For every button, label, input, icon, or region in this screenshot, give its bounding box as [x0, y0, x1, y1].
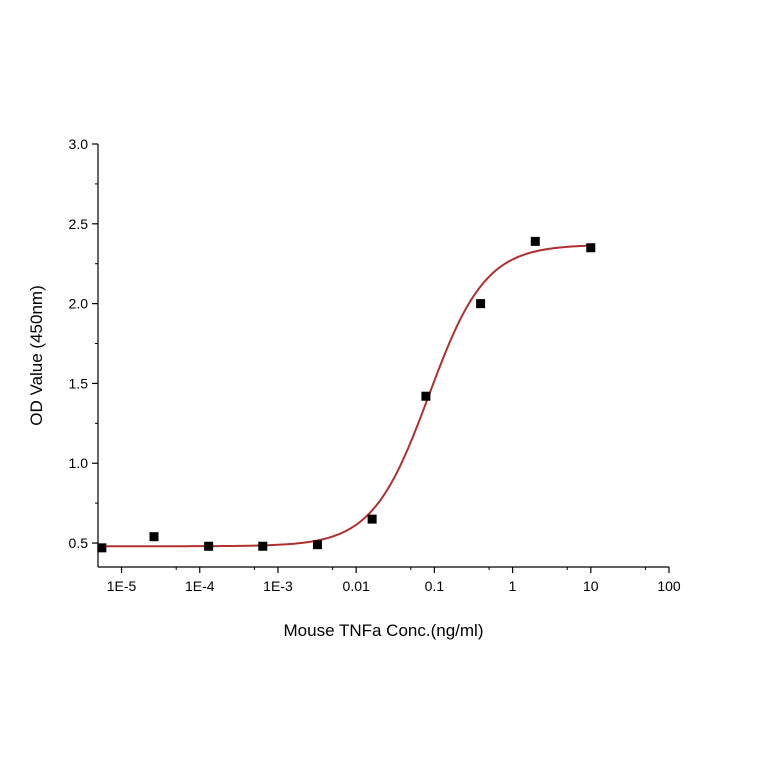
axes-layer	[97, 144, 669, 568]
data-point	[204, 541, 214, 551]
x-tick-label: 1E-5	[107, 578, 137, 594]
x-tick-label: 1	[509, 578, 517, 594]
x-tick-label: 0.1	[425, 578, 445, 594]
y-tick-label: 1.0	[69, 455, 89, 471]
data-point	[586, 243, 596, 253]
data-point	[530, 236, 540, 246]
data-point	[149, 532, 159, 542]
y-tick-label: 0.5	[69, 535, 89, 551]
data-point	[97, 543, 107, 553]
y-tick-label: 2.0	[69, 296, 89, 312]
x-tick-label: 10	[583, 578, 599, 594]
x-tick-label: 100	[657, 578, 681, 594]
data-point	[476, 299, 486, 309]
ticks-layer: 0.5 1.0 1.5 2.0 2.5 3.0 1E-5 1E-4 1E-3 0.01 0.1 1 10…	[69, 136, 681, 594]
data-point	[421, 391, 431, 401]
fit-curve	[101, 244, 591, 548]
x-tick-label: 0.01	[343, 578, 370, 594]
y-tick-label: 1.5	[69, 375, 89, 391]
fit-curve-layer	[101, 244, 591, 548]
x-tick-label: 1E-4	[185, 578, 215, 594]
y-tick-label: 3.0	[69, 136, 89, 152]
data-points-layer	[97, 236, 596, 553]
data-point	[258, 541, 268, 551]
y-tick-label: 2.5	[69, 216, 89, 232]
data-point	[312, 540, 322, 550]
x-axis-title: Mouse TNFa Conc.(ng/ml)	[284, 621, 484, 640]
x-tick-label: 1E-3	[263, 578, 293, 594]
y-axis-title: OD Value (450nm)	[27, 285, 46, 425]
data-point	[367, 514, 377, 524]
